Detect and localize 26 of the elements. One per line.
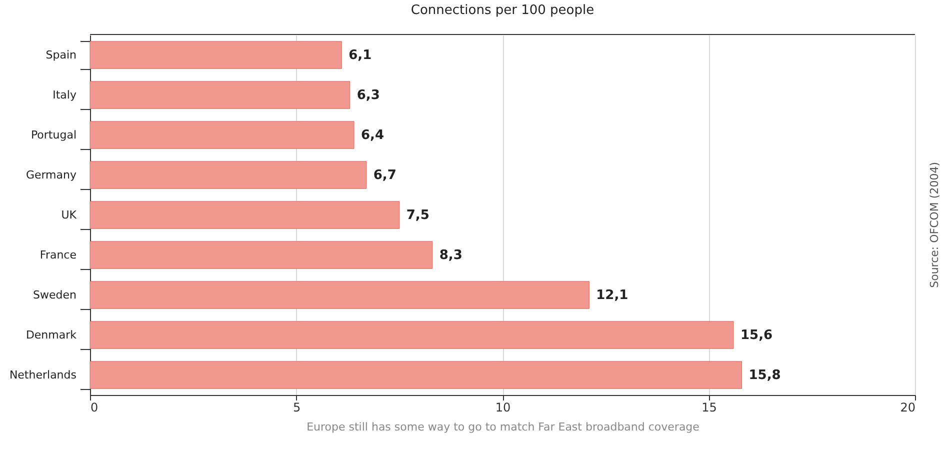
y-tick-label: Sweden (33, 288, 77, 302)
y-tick-label: Germany (26, 168, 77, 182)
data-label: 15,8 (748, 368, 781, 383)
y-tick-label: Netherlands (9, 368, 77, 382)
y-tick-label: Spain (46, 48, 77, 62)
data-label: 6,3 (356, 88, 380, 103)
chart-title: Connections per 100 people (410, 3, 594, 18)
x-tick-label: 10 (495, 400, 511, 414)
source-note: Source: OFCOM (2004) (928, 162, 941, 288)
y-tick-label: Portugal (30, 128, 76, 142)
data-label: 6,4 (361, 128, 384, 143)
data-label: 15,6 (740, 328, 773, 343)
data-label: 6,7 (373, 168, 396, 183)
y-tick-label: France (40, 248, 77, 262)
y-tick-label: Denmark (26, 328, 78, 342)
x-tick-label: 15 (702, 400, 717, 414)
x-axis-title: Europe still has some way to go to match Far East broadband coverage (306, 420, 700, 434)
x-tick-label: 0 (90, 400, 98, 414)
data-label: 12,1 (596, 288, 628, 303)
x-tick-label: 5 (292, 400, 301, 414)
data-label: 6,1 (348, 48, 372, 63)
y-tick-label: Italy (52, 88, 77, 102)
x-tick-label: 20 (900, 400, 916, 414)
y-tick-label: UK (61, 208, 78, 222)
data-label: 8,3 (439, 248, 462, 263)
data-label: 7,5 (406, 208, 430, 223)
